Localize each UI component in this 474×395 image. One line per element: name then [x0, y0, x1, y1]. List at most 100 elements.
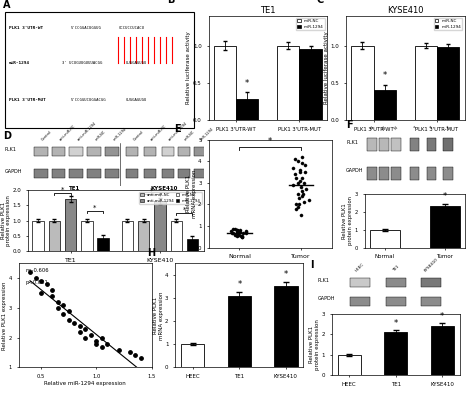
Point	[296, 169, 303, 175]
Point	[297, 177, 304, 184]
Bar	[391, 167, 401, 180]
Point	[235, 229, 242, 235]
X-axis label: Relative miR-1294 expression: Relative miR-1294 expression	[45, 381, 126, 386]
Bar	[391, 138, 401, 150]
Bar	[350, 297, 370, 306]
Text: miR-1294: miR-1294	[112, 126, 127, 141]
Title: TE1: TE1	[260, 6, 275, 15]
Point	[301, 169, 309, 175]
Text: *: *	[383, 71, 387, 81]
Bar	[194, 147, 206, 156]
Point	[65, 308, 73, 314]
Text: T: T	[412, 126, 417, 131]
Bar	[69, 169, 83, 178]
Point	[238, 233, 246, 240]
Legend: anti-miR-NC, anti-miR-1294, miR-NC, miR-1294: anti-miR-NC, anti-miR-1294, miR-NC, miR-…	[139, 192, 202, 204]
Y-axis label: Relative PLK1 expression: Relative PLK1 expression	[2, 281, 7, 350]
Bar	[379, 167, 389, 180]
Point	[82, 325, 89, 332]
Title: KYSE410: KYSE410	[387, 6, 424, 15]
Bar	[122, 221, 133, 252]
Point	[302, 186, 310, 192]
Text: anti-miR-1294: anti-miR-1294	[168, 120, 189, 141]
Text: N: N	[393, 126, 398, 131]
Point	[299, 154, 306, 160]
Point	[242, 228, 250, 235]
Point	[236, 227, 244, 233]
Y-axis label: Relative PLK1
protein expression: Relative PLK1 protein expression	[0, 195, 11, 246]
Bar	[431, 326, 454, 375]
Bar	[126, 147, 138, 156]
Point	[92, 337, 100, 344]
Bar	[138, 221, 149, 252]
Point	[26, 269, 34, 275]
Bar	[367, 138, 377, 150]
Point	[295, 195, 303, 201]
Point	[48, 287, 56, 293]
Point	[299, 175, 306, 182]
Point	[299, 190, 306, 197]
Bar	[187, 239, 198, 252]
Point	[76, 329, 83, 335]
Text: *: *	[284, 270, 288, 279]
Text: CCCUCCUCACU: CCCUCCUCACU	[118, 26, 145, 30]
Text: *: *	[150, 188, 154, 194]
Text: I: I	[310, 260, 314, 270]
Point	[98, 335, 106, 341]
Bar	[81, 221, 92, 252]
Point	[301, 199, 308, 205]
Bar	[437, 47, 459, 120]
Text: *: *	[443, 192, 447, 201]
Point	[126, 349, 133, 356]
Point	[37, 278, 45, 284]
Text: T: T	[446, 126, 450, 131]
Point	[301, 162, 308, 169]
Point	[292, 175, 300, 182]
Text: GAPDH: GAPDH	[346, 167, 364, 173]
Point	[242, 230, 250, 237]
Point	[59, 302, 67, 308]
Text: E: E	[174, 124, 181, 134]
Point	[228, 230, 236, 237]
Point	[294, 190, 302, 197]
Text: 5'CCGGUCUGGACGG: 5'CCGGUCUGGACGG	[71, 98, 107, 102]
Legend: miR-NC, miR-1294: miR-NC, miR-1294	[434, 18, 463, 30]
Point	[229, 226, 237, 232]
Point	[235, 228, 242, 235]
Point	[291, 156, 299, 162]
Point	[298, 188, 306, 195]
Bar	[87, 147, 101, 156]
Y-axis label: Relative PLK1
protein expression: Relative PLK1 protein expression	[309, 319, 320, 370]
Point	[233, 229, 241, 235]
Point	[131, 352, 139, 359]
Text: *: *	[93, 205, 97, 211]
Point	[235, 231, 242, 238]
Point	[290, 164, 297, 171]
Point	[54, 305, 62, 311]
Text: KYSE410: KYSE410	[150, 186, 178, 191]
Bar	[374, 90, 396, 120]
Point	[238, 233, 246, 240]
Point	[239, 230, 246, 237]
Point	[300, 180, 308, 186]
Point	[82, 335, 89, 341]
Bar	[427, 138, 436, 150]
Bar	[214, 45, 236, 120]
Point	[48, 293, 56, 299]
Point	[234, 227, 241, 233]
Text: KYSE410: KYSE410	[424, 258, 439, 273]
Point	[292, 205, 300, 212]
Point	[242, 229, 249, 235]
Bar	[162, 169, 174, 178]
Point	[235, 231, 243, 238]
Point	[231, 226, 239, 232]
Bar	[337, 355, 361, 375]
Point	[294, 203, 301, 210]
Point	[65, 317, 73, 323]
Bar	[443, 138, 453, 150]
Text: anti-miR-1294: anti-miR-1294	[76, 120, 97, 141]
Bar	[236, 99, 258, 120]
Text: *: *	[182, 207, 186, 213]
Text: T: T	[429, 126, 434, 131]
Point	[295, 158, 302, 164]
